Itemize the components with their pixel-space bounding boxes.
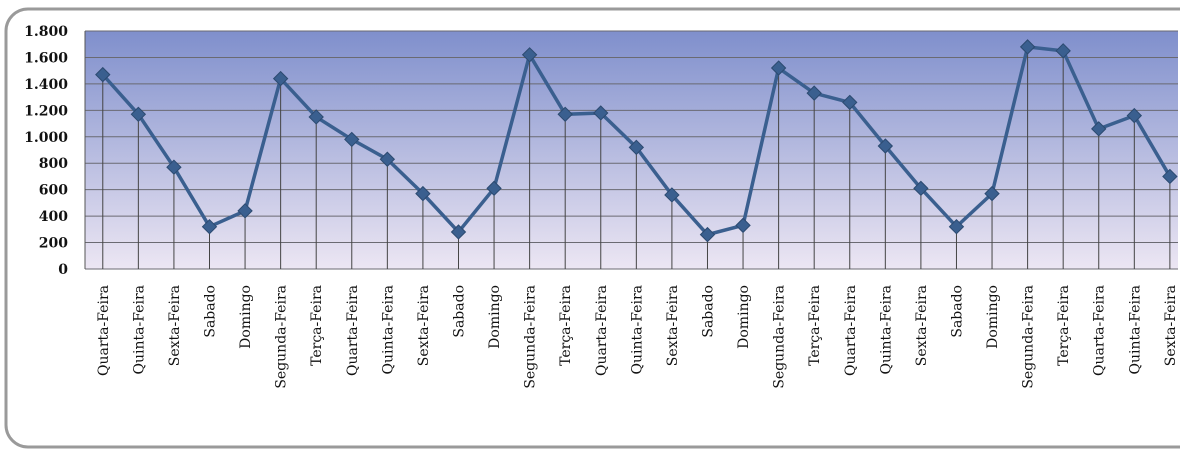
x-tick-label: Sabado (949, 285, 965, 338)
marker (272, 70, 289, 87)
marker (806, 85, 822, 101)
y-tick-label: 200 (39, 236, 68, 252)
marker (486, 180, 502, 197)
x-tick-label: Sabado (451, 285, 467, 338)
x-tick-label: Sabado (700, 285, 716, 338)
x-tick-label: Domingo (985, 285, 1001, 349)
y-tick-label: 1.800 (24, 24, 68, 40)
x-tick-label: Domingo (487, 285, 503, 349)
marker (699, 226, 716, 243)
marker (1091, 121, 1107, 137)
x-tick-label: Sexta-Feira (416, 285, 432, 366)
x-tick-label: Quarta-Feira (345, 285, 361, 376)
x-tick-label: Segunda-Feira (1021, 285, 1037, 389)
x-tick-label: Sexta-Feira (665, 285, 681, 366)
marker (344, 131, 360, 148)
x-tick-label: Domingo (238, 285, 254, 349)
y-tick-label: 800 (39, 156, 68, 172)
marker (379, 151, 396, 167)
marker (948, 218, 965, 235)
x-tick-label: Segunda-Feira (274, 285, 290, 389)
x-tick-label: Sexta-Feira (914, 285, 930, 366)
marker (913, 180, 929, 197)
x-tick-label: Sexta-Feira (167, 285, 183, 366)
x-tick-label: Quinta-Feira (629, 285, 645, 374)
marker (984, 185, 1000, 202)
marker (450, 224, 467, 240)
marker (557, 106, 573, 123)
x-tick-label: Sexta-Feira (1163, 285, 1179, 366)
x-tick-label: Terça-Feira (309, 285, 325, 366)
marker (842, 94, 858, 111)
marker (628, 139, 645, 156)
marker (521, 47, 538, 63)
marker (877, 138, 894, 154)
y-tick-label: 1.600 (24, 50, 68, 66)
marker (201, 218, 218, 235)
x-tick-label: Terça-Feira (807, 285, 823, 366)
x-tick-label: Sabado (202, 285, 218, 338)
x-tick-label: Segunda-Feira (772, 285, 788, 389)
x-tick-label: Terça-Feira (1056, 285, 1072, 366)
x-tick-label: Terça-Feira (558, 285, 574, 366)
marker (664, 187, 680, 203)
y-tick-label: 1.200 (24, 103, 68, 119)
marker (415, 185, 431, 202)
marker (308, 109, 324, 125)
x-tick-label: Quinta-Feira (131, 285, 147, 374)
marker (1162, 168, 1178, 185)
marker (593, 105, 609, 121)
y-tick-label: 400 (39, 209, 68, 225)
marker (95, 66, 111, 83)
marker (1126, 107, 1143, 124)
x-tick-label: Quinta-Feira (878, 285, 894, 374)
x-tick-label: Quarta-Feira (843, 285, 859, 376)
marker (237, 203, 253, 219)
x-tick-label: Domingo (736, 285, 752, 349)
y-tick-label: 600 (39, 183, 68, 199)
marker (770, 60, 787, 76)
marker (166, 159, 182, 175)
marker (735, 217, 751, 234)
x-tick-label: Quarta-Feira (1092, 285, 1108, 376)
x-tick-label: Quarta-Feira (96, 285, 112, 376)
x-tick-label: Quinta-Feira (380, 285, 396, 374)
x-tick-label: Segunda-Feira (523, 285, 539, 389)
y-tick-label: 1.400 (24, 77, 68, 93)
marker (1019, 39, 1036, 55)
x-tick-label: Quinta-Feira (1127, 285, 1143, 374)
y-tick-label: 0 (58, 262, 68, 278)
marker (1055, 43, 1071, 59)
marker (130, 106, 147, 123)
x-tick-label: Quarta-Feira (594, 285, 610, 376)
y-tick-label: 1.000 (24, 130, 68, 146)
